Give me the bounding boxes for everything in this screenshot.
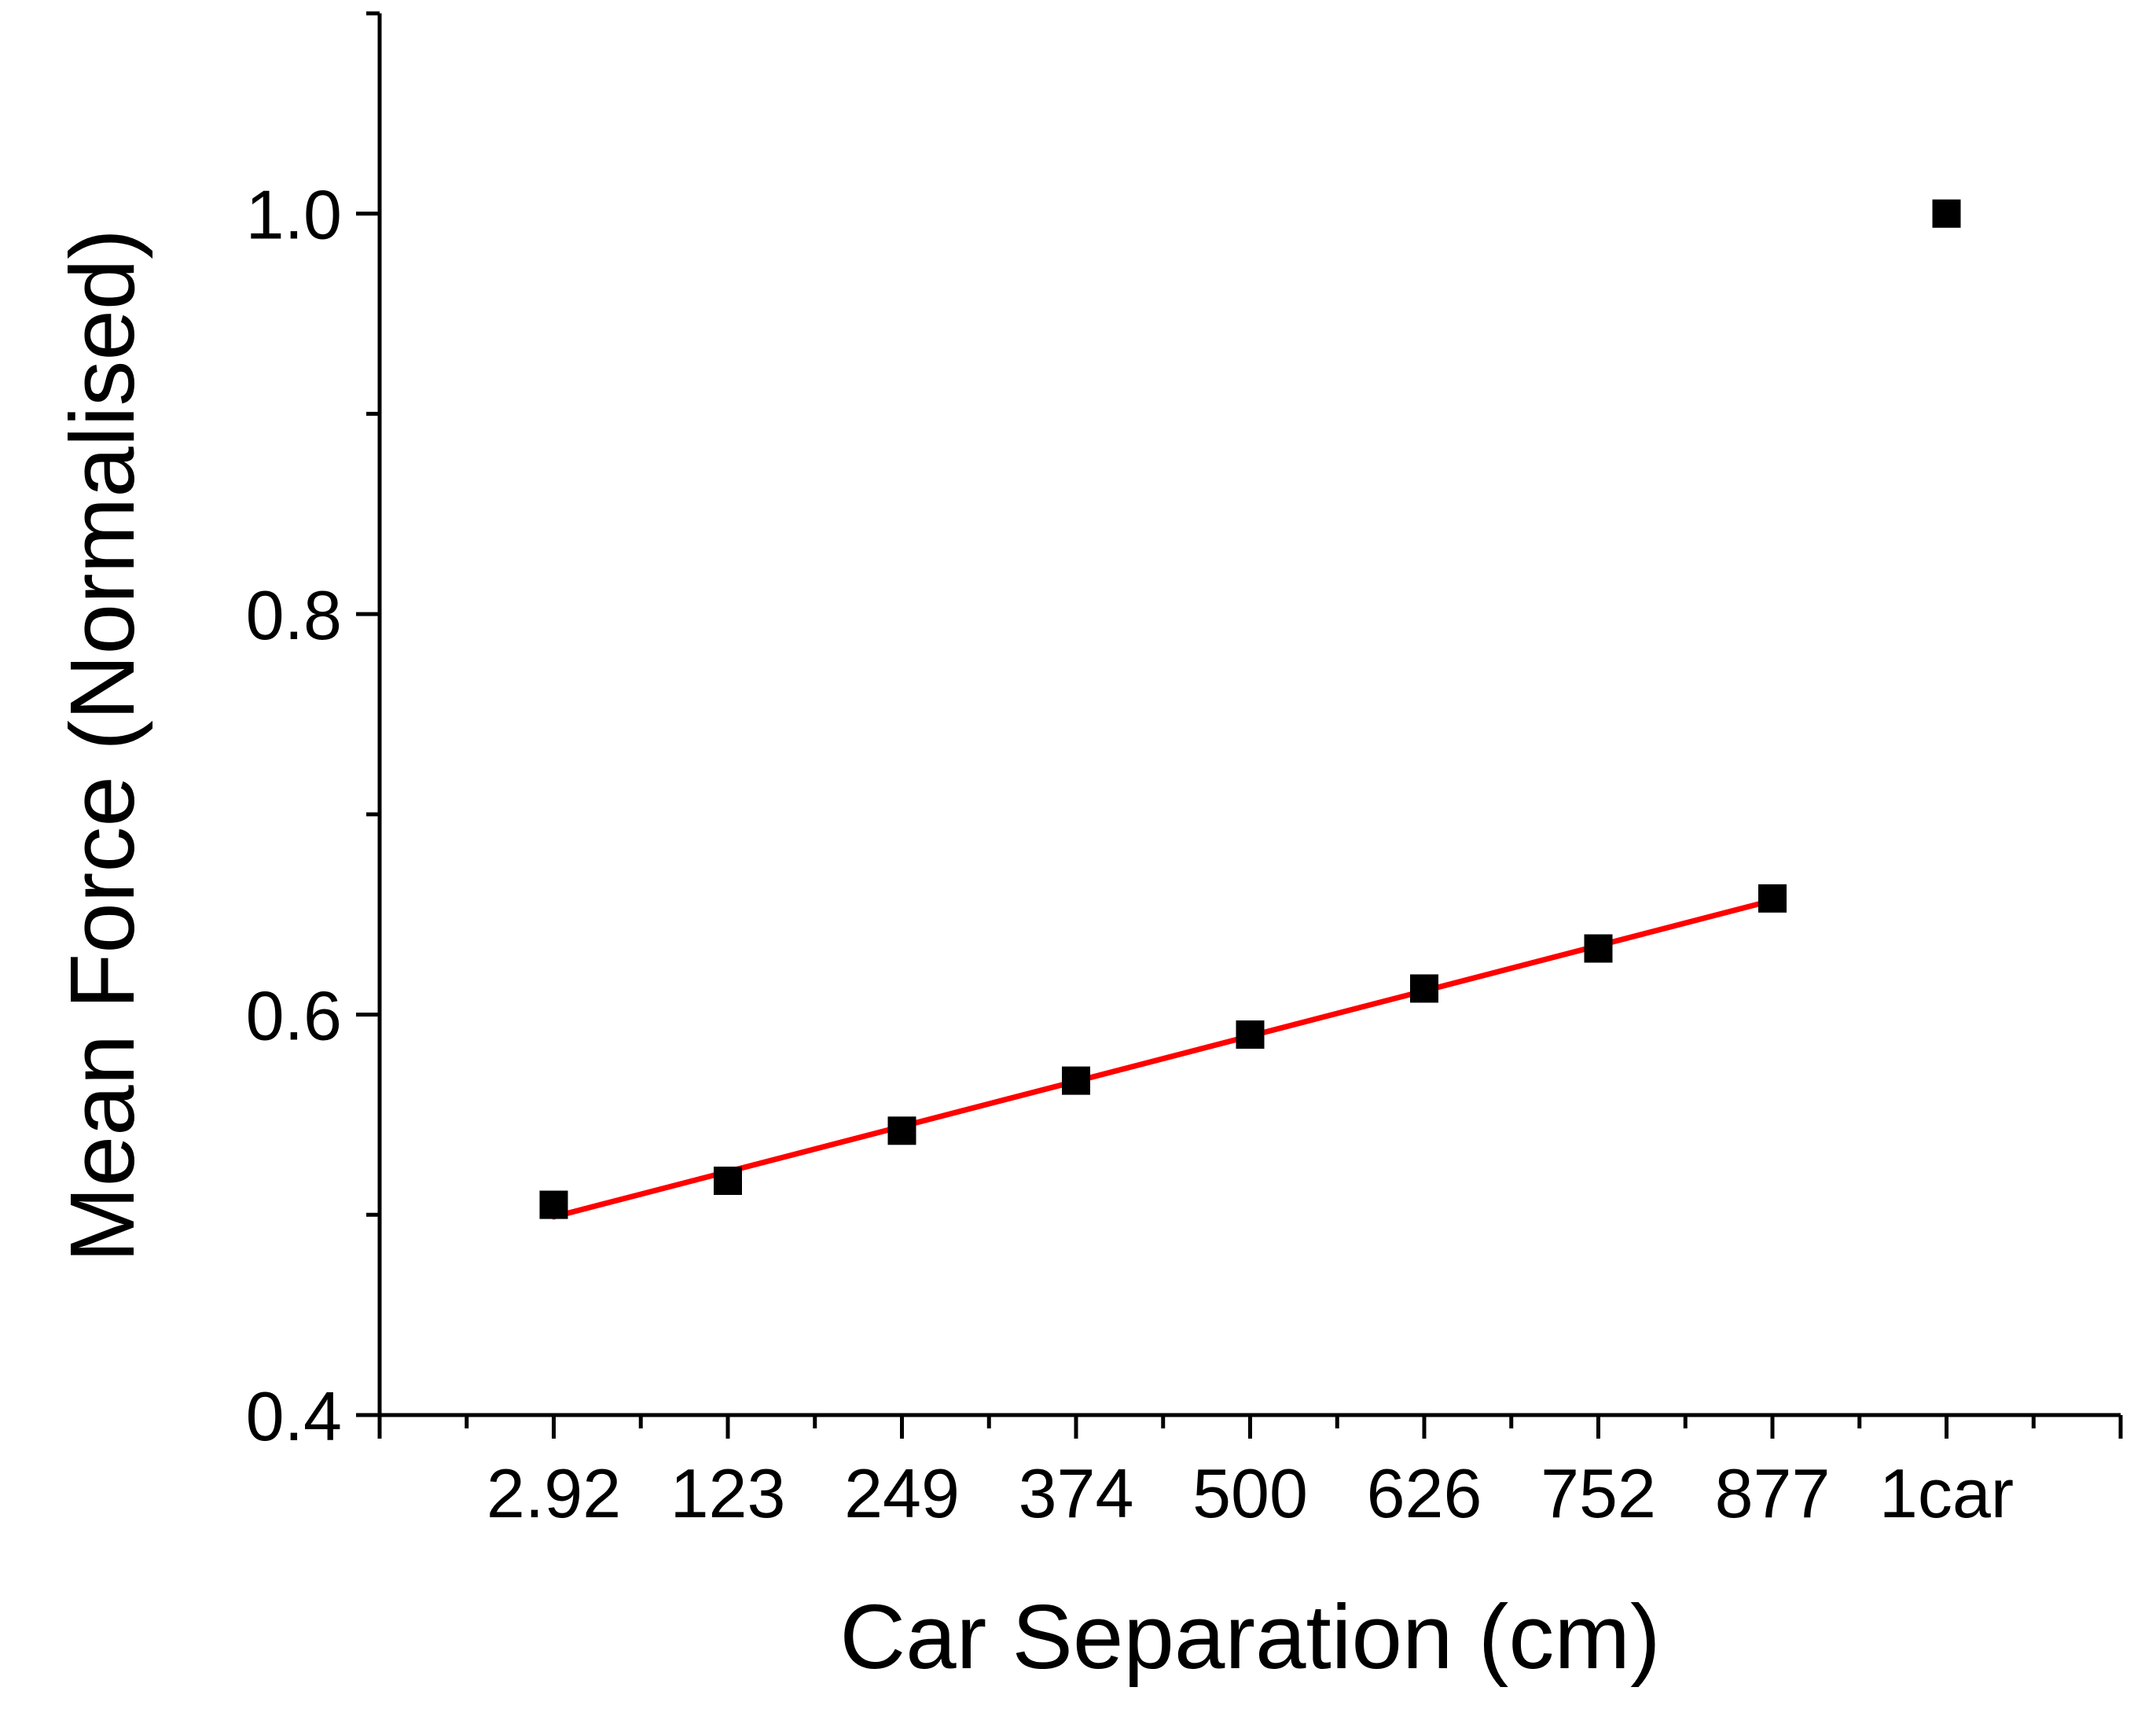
data-point-marker [714,1166,742,1195]
data-point-marker [887,1116,916,1145]
data-point-marker [1584,934,1613,963]
y-tick-label: 1.0 [246,176,342,254]
axes: 0.4 0.6 0.8 1.0 2.92 123 249 374 500 626 752 877 1ca… [246,11,2123,1532]
data-point-marker [1062,1066,1090,1095]
x-axis-title: Car Separation (cm) [839,1586,1660,1688]
fit-line-group [551,897,1776,1220]
x-tick-label: 374 [1019,1454,1134,1532]
y-tick-label: 0.4 [246,1377,342,1455]
data-point-marker [1410,974,1438,1003]
x-tick-label: 877 [1715,1454,1831,1532]
x-tick-label: 249 [844,1454,960,1532]
data-point-marker [1758,884,1787,913]
fit-line [551,897,1776,1220]
y-tick-label: 0.6 [246,977,342,1055]
y-axis-title: Mean Force (Normalised) [51,229,153,1263]
y-tick-label: 0.8 [246,576,342,654]
x-tick-label: 1car [1879,1454,2014,1532]
data-point-marker [539,1190,568,1219]
data-point-marker [1236,1020,1265,1049]
x-tick-label: 2.92 [487,1454,621,1532]
x-tick-label: 123 [670,1454,786,1532]
data-point-marker [1932,199,1961,228]
data-points [539,199,1961,1219]
x-tick-label: 752 [1541,1454,1656,1532]
x-tick-label: 500 [1192,1454,1308,1532]
x-tick-label: 626 [1367,1454,1482,1532]
